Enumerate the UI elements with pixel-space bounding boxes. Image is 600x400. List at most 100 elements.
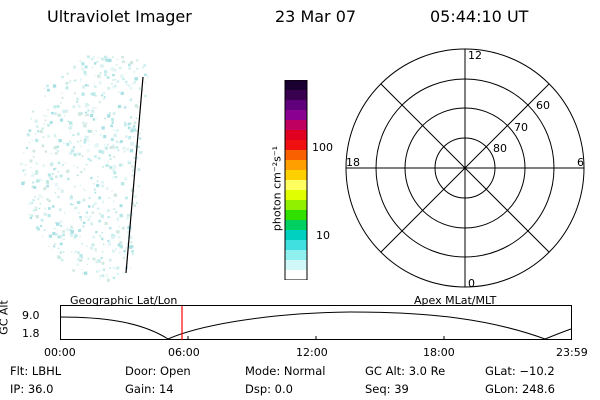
- emission-speckle: [108, 242, 112, 246]
- emission-speckle: [94, 85, 97, 88]
- emission-speckle: [60, 115, 62, 117]
- emission-speckle: [72, 269, 75, 272]
- emission-speckle: [35, 169, 39, 173]
- colorbar-cell: [285, 180, 307, 191]
- emission-speckle: [63, 142, 66, 145]
- emission-speckle: [57, 161, 61, 165]
- emission-speckle: [38, 194, 42, 198]
- colorbar-cell: [285, 90, 307, 101]
- dsp-status: Dsp: 0.0: [245, 382, 293, 396]
- emission-speckle: [35, 179, 40, 183]
- mlt-diagonal-2: [380, 83, 550, 253]
- emission-speckle: [82, 272, 85, 275]
- emission-speckle: [47, 123, 50, 127]
- emission-speckle: [89, 159, 92, 162]
- emission-speckle: [96, 207, 99, 210]
- emission-speckle: [119, 213, 123, 218]
- emission-speckle: [89, 215, 91, 218]
- emission-speckle: [32, 110, 35, 113]
- emission-speckle: [115, 176, 118, 178]
- emission-speckle: [58, 247, 60, 249]
- emission-speckle: [100, 64, 104, 68]
- emission-speckle: [131, 174, 134, 177]
- emission-speckle: [97, 207, 100, 210]
- emission-speckle: [53, 105, 57, 109]
- emission-speckle: [52, 84, 57, 88]
- emission-speckle: [34, 206, 38, 210]
- emission-speckle: [53, 245, 56, 248]
- emission-speckle: [50, 152, 53, 155]
- emission-speckle: [35, 215, 39, 219]
- colorbar: [284, 80, 308, 280]
- emission-speckle: [93, 133, 95, 135]
- emission-speckle: [57, 255, 61, 259]
- emission-speckle: [56, 222, 60, 226]
- emission-speckle: [82, 85, 86, 89]
- emission-speckle: [110, 124, 113, 128]
- emission-speckle: [41, 144, 45, 148]
- colorbar-tick-100: 100: [312, 141, 333, 154]
- emission-speckle: [109, 166, 112, 169]
- colorbar-cell: [285, 110, 307, 121]
- emission-speckle: [133, 195, 137, 199]
- colorbar-label: photon cm⁻²s⁻¹: [270, 145, 284, 232]
- emission-speckle: [59, 118, 64, 122]
- emission-speckle: [101, 232, 104, 234]
- emission-speckle: [39, 178, 42, 181]
- emission-speckle: [129, 245, 133, 249]
- timeline-ytick-bottom: 1.8: [22, 327, 40, 340]
- emission-speckle: [46, 180, 49, 183]
- emission-speckle: [95, 117, 98, 119]
- emission-speckle: [106, 56, 108, 59]
- emission-speckle: [101, 126, 105, 130]
- emission-speckle: [74, 79, 77, 82]
- emission-speckle: [112, 200, 115, 203]
- emission-speckle: [113, 193, 118, 197]
- emission-speckle: [75, 250, 77, 253]
- emission-speckle: [91, 109, 95, 113]
- emission-speckle: [119, 163, 122, 167]
- emission-speckle: [118, 225, 120, 228]
- emission-speckle: [57, 195, 60, 199]
- emission-speckle: [54, 192, 57, 194]
- emission-speckle: [67, 177, 70, 181]
- emission-speckle: [84, 271, 88, 275]
- emission-speckle: [130, 129, 134, 133]
- emission-speckle: [77, 152, 81, 156]
- gain-status: Gain: 14: [125, 382, 174, 396]
- emission-speckle: [41, 196, 44, 198]
- mode-status: Mode: Normal: [245, 364, 326, 378]
- emission-speckle: [108, 164, 110, 167]
- emission-speckle: [102, 97, 106, 100]
- emission-speckle: [137, 184, 141, 188]
- emission-speckle: [87, 158, 90, 161]
- colorbar-cell: [285, 170, 307, 181]
- emission-speckle: [73, 165, 75, 167]
- emission-speckle: [61, 259, 64, 262]
- emission-speckle: [112, 165, 117, 169]
- emission-speckle: [34, 208, 37, 212]
- emission-speckle: [140, 117, 143, 120]
- emission-speckle: [59, 220, 63, 224]
- timeline-xtick-0600: 06:00: [168, 346, 200, 359]
- emission-speckle: [122, 272, 125, 275]
- emission-speckle: [117, 220, 119, 222]
- emission-speckle: [69, 132, 71, 134]
- emission-speckle: [79, 216, 82, 219]
- emission-speckle: [44, 150, 48, 153]
- emission-speckle: [41, 236, 44, 238]
- emission-speckle: [28, 202, 32, 205]
- emission-speckle: [129, 149, 134, 153]
- emission-speckle: [84, 114, 87, 117]
- emission-speckle: [127, 225, 131, 230]
- emission-speckle: [133, 81, 136, 84]
- emission-speckle: [112, 168, 116, 172]
- emission-speckle: [66, 142, 70, 146]
- emission-speckle: [77, 251, 80, 254]
- emission-speckle: [102, 217, 104, 220]
- emission-speckle: [117, 243, 121, 247]
- orbit-altitude-curve: [60, 311, 572, 340]
- emission-speckle: [51, 111, 54, 115]
- emission-speckle: [112, 68, 116, 72]
- emission-speckle: [79, 139, 82, 142]
